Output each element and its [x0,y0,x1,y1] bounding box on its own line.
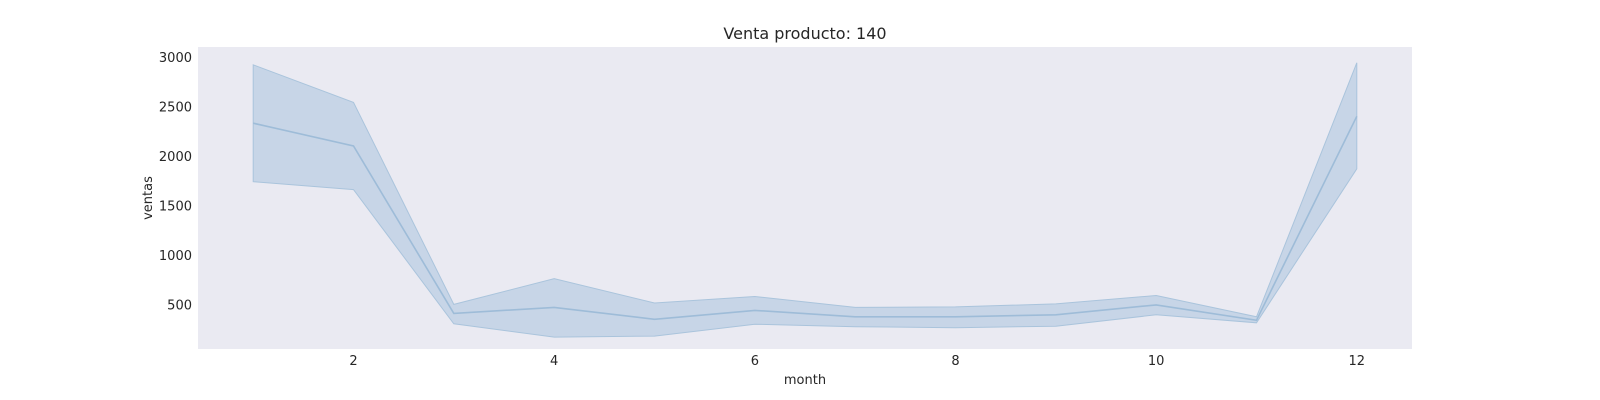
y-tick-label: 1500 [159,199,192,214]
x-tick-labels: 2 4 6 8 10 12 [349,354,1365,369]
y-tick-label: 1000 [159,249,192,264]
x-tick-label: 2 [349,354,357,369]
y-tick-label: 2500 [159,100,192,115]
y-tick-label: 2000 [159,150,192,165]
x-tick-label: 10 [1148,354,1165,369]
confidence-band-layer [252,62,1358,338]
chart-title: Venta producto: 140 [723,24,886,43]
x-tick-label: 12 [1349,354,1366,369]
y-tick-label: 500 [167,298,192,313]
y-axis-label: ventas [141,176,156,220]
x-axis-label: month [784,373,826,388]
confidence-band [252,62,1358,338]
y-tick-labels: 500 1000 1500 2000 2500 3000 [159,51,192,314]
line-layer [253,115,1358,322]
x-tick-label: 8 [951,354,959,369]
x-tick-label: 4 [550,354,558,369]
x-tick-label: 6 [751,354,759,369]
y-tick-label: 3000 [159,51,192,66]
series-line [253,115,1358,322]
